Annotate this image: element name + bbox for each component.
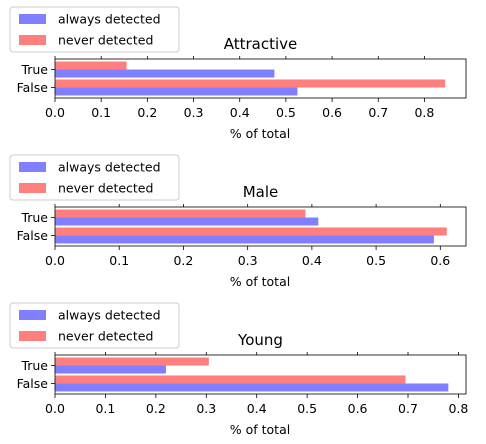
legend-swatch-always-detected [19, 162, 46, 172]
x-axis-label: % of total [230, 422, 290, 437]
axes-frame [54, 58, 467, 99]
xtick-label: 0.1 [109, 253, 129, 268]
chart-young: True False 0.0 0.1 0.2 0.3 0.4 0.5 0.6 0.7 0.8 % of… [9, 302, 468, 437]
bar-male-false-always-detected [55, 235, 434, 244]
legend-label-always-detected: always detected [58, 308, 161, 323]
axes-frame [54, 354, 467, 395]
xtick-label: 0.3 [238, 253, 258, 268]
bar-attractive-true-never-detected [55, 61, 127, 70]
bar-attractive-true-always-detected [55, 69, 275, 78]
xtick-label: 0.2 [146, 401, 166, 416]
x-axis-label: % of total [230, 126, 290, 141]
ytick-label-true: True [20, 210, 48, 225]
xtick-label: 0.5 [366, 253, 386, 268]
xtick-label: 0.8 [448, 401, 468, 416]
xtick-label: 0.0 [45, 105, 65, 120]
legend-box [9, 302, 180, 349]
chart-title: Attractive [224, 35, 298, 53]
legend-label-always-detected: always detected [58, 160, 161, 175]
legend-swatch-never-detected [19, 35, 46, 45]
chart-attractive: True False 0.0 0.1 0.2 0.3 0.4 0.5 0.6 0.7 0.8 % of… [9, 6, 467, 141]
xtick-label: 0.2 [137, 105, 157, 120]
legend-label-never-detected: never detected [58, 33, 153, 48]
ytick-label-true: True [20, 62, 48, 77]
xtick-label: 0.5 [276, 105, 296, 120]
legend-box [9, 154, 180, 201]
chart-title: Male [243, 183, 279, 201]
xtick-label: 0.4 [247, 401, 267, 416]
legend: always detected never detected [9, 154, 180, 201]
bar-young-false-never-detected [55, 375, 406, 384]
legend-swatch-always-detected [19, 14, 46, 24]
legend-swatch-never-detected [19, 331, 46, 341]
xtick-label: 0.8 [414, 105, 434, 120]
bar-young-true-always-detected [55, 365, 166, 374]
xtick-label: 0.7 [398, 401, 418, 416]
xtick-label: 0.6 [322, 105, 342, 120]
bar-attractive-false-never-detected [55, 79, 446, 88]
legend-swatch-never-detected [19, 183, 46, 193]
xtick-label: 0.7 [368, 105, 388, 120]
bar-male-true-never-detected [55, 209, 306, 218]
legend-label-never-detected: never detected [58, 329, 153, 344]
xtick-label: 0.3 [196, 401, 216, 416]
bar-male-true-always-detected [55, 217, 319, 226]
xtick-label: 0.6 [348, 401, 368, 416]
xtick-label: 0.4 [230, 105, 250, 120]
bar-young-true-never-detected [55, 357, 209, 366]
xtick-label: 0.4 [302, 253, 322, 268]
xtick-label: 0.5 [297, 401, 317, 416]
bar-young-false-always-detected [55, 383, 449, 392]
legend-label-always-detected: always detected [58, 12, 161, 27]
legend-label-never-detected: never detected [58, 181, 153, 196]
bar-attractive-false-always-detected [55, 87, 298, 96]
xtick-label: 0.0 [45, 401, 65, 416]
xtick-label: 0.6 [430, 253, 450, 268]
legend: always detected never detected [9, 302, 180, 349]
xtick-label: 0.1 [91, 105, 111, 120]
ytick-label-true: True [20, 358, 48, 373]
legend: always detected never detected [9, 6, 180, 53]
ytick-label-false: False [17, 228, 49, 243]
legend-swatch-always-detected [19, 310, 46, 320]
xtick-label: 0.1 [95, 401, 115, 416]
ytick-label-false: False [17, 376, 49, 391]
chart-male: True False 0.0 0.1 0.2 0.3 0.4 0.5 0.6 % of total… [9, 154, 467, 289]
axes-frame [54, 206, 467, 247]
chart-title: Young [237, 331, 283, 349]
ytick-label-false: False [17, 80, 49, 95]
xtick-label: 0.3 [184, 105, 204, 120]
bar-male-false-never-detected [55, 227, 447, 236]
xtick-label: 0.2 [173, 253, 193, 268]
legend-box [9, 6, 180, 53]
xtick-label: 0.0 [45, 253, 65, 268]
x-axis-label: % of total [230, 274, 290, 289]
